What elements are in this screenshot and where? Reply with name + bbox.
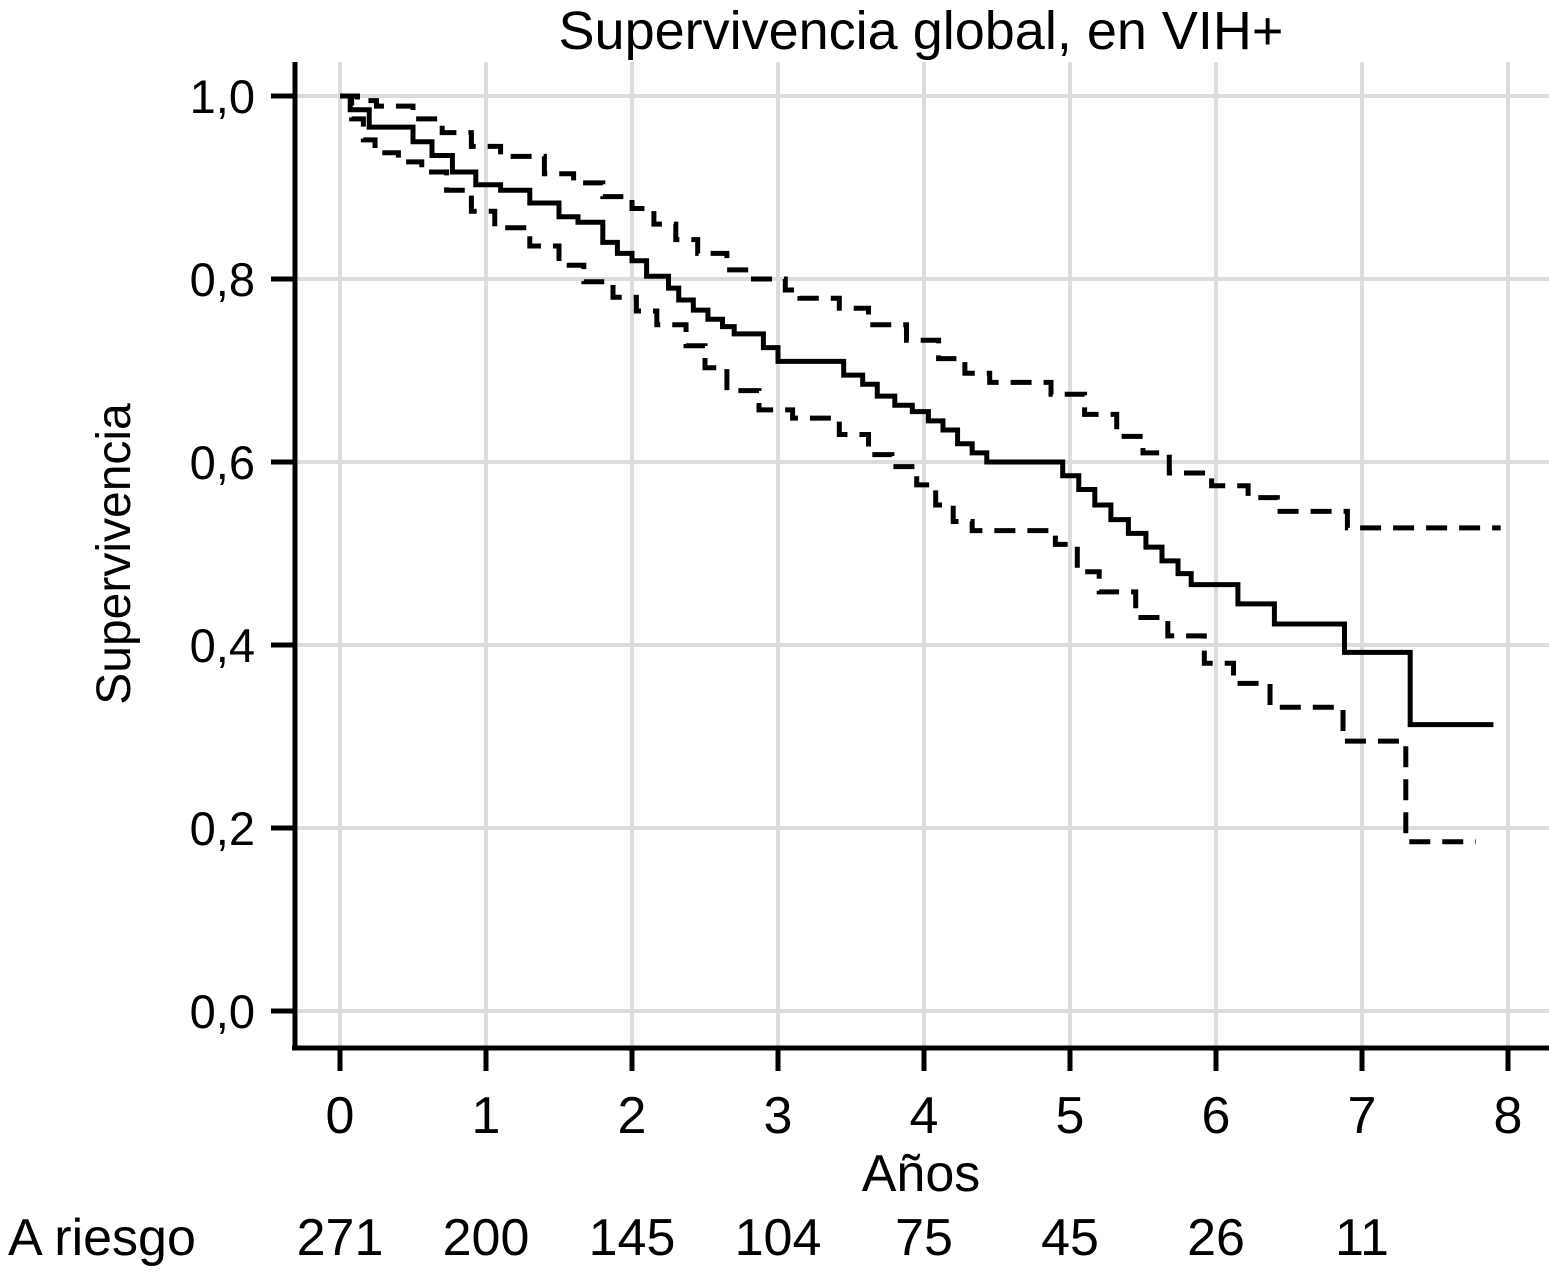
y-tick-label: 0,0 — [190, 985, 255, 1038]
risk-count: 200 — [442, 1209, 530, 1267]
risk-count: 104 — [734, 1209, 822, 1267]
km-estimate-curve — [340, 93, 1494, 728]
risk-table-label: A riesgo — [8, 1209, 196, 1267]
y-tick-label: 1,0 — [190, 70, 255, 123]
x-tick-label: 6 — [1202, 1087, 1231, 1145]
risk-count: 271 — [296, 1209, 384, 1267]
x-tick-label: 8 — [1494, 1087, 1523, 1145]
risk-count: 26 — [1187, 1209, 1245, 1267]
x-axis-title: Años — [861, 1145, 981, 1203]
risk-count: 75 — [895, 1209, 953, 1267]
y-tick-label: 0,6 — [190, 436, 255, 489]
x-tick-label: 4 — [910, 1087, 939, 1145]
ci-upper-curve — [340, 93, 1501, 531]
ci-lower-curve — [340, 93, 1476, 845]
risk-count: 11 — [1335, 1209, 1389, 1267]
x-tick-label: 0 — [326, 1087, 355, 1145]
y-tick-label: 0,2 — [190, 802, 255, 855]
x-tick-label: 3 — [764, 1087, 793, 1145]
x-tick-label: 5 — [1056, 1087, 1085, 1145]
x-tick-label: 7 — [1348, 1087, 1377, 1145]
x-tick-label: 1 — [472, 1087, 501, 1145]
y-tick-label: 0,8 — [190, 253, 255, 306]
risk-count: 145 — [588, 1209, 676, 1267]
x-tick-label: 2 — [618, 1087, 647, 1145]
chart-title: Supervivencia global, en VIH+ — [558, 1, 1284, 61]
y-tick-label: 0,4 — [190, 619, 255, 672]
risk-count: 45 — [1041, 1209, 1099, 1267]
